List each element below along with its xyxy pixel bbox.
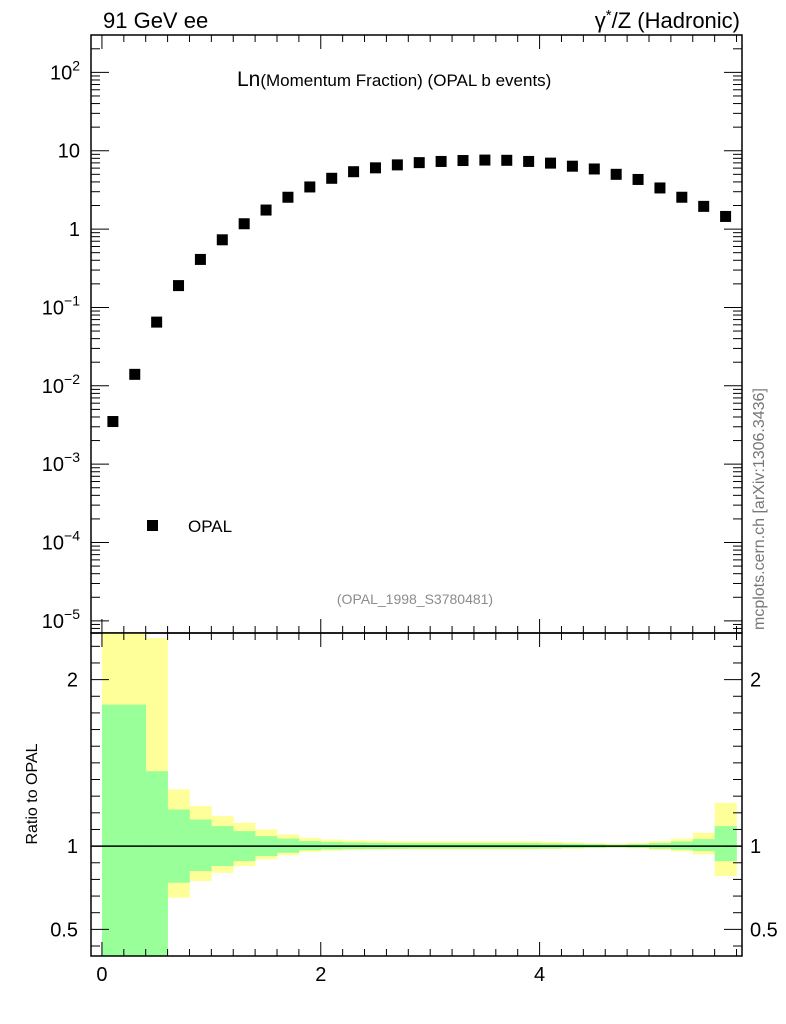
data-point <box>566 160 578 172</box>
ratio-band-inner <box>692 839 715 852</box>
data-point <box>413 157 425 169</box>
data-point <box>260 204 272 216</box>
ratio-x-tick-label: 0 <box>96 964 107 986</box>
ratio-panel-frame <box>90 632 743 957</box>
ratio-band-inner <box>145 771 168 956</box>
data-point <box>326 172 338 184</box>
data-point <box>479 154 491 166</box>
main-y-tick-label: 10 <box>58 141 80 163</box>
ratio-band-inner <box>101 704 147 956</box>
main-y-tick-label: 10−4 <box>42 528 80 555</box>
data-point <box>435 155 447 167</box>
main-y-tick-label: 10−3 <box>42 449 80 476</box>
data-point <box>391 159 403 171</box>
main-y-tick-label: 102 <box>50 57 80 84</box>
data-point <box>698 200 710 212</box>
analysis-annotation: (OPAL_1998_S3780481) <box>337 591 493 607</box>
main-y-tick-label: 10−1 <box>42 292 80 319</box>
data-point <box>173 280 185 292</box>
ratio-y-axis-label: Ratio to OPAL <box>24 743 41 844</box>
main-panel: Ln(Momentum Fraction) (OPAL b events) 10… <box>42 34 743 634</box>
data-point <box>545 157 557 169</box>
ratio-x-tick-label: 2 <box>315 964 326 986</box>
header-left-label: 91 GeV ee <box>103 8 208 33</box>
plot-title: Ln(Momentum Fraction) (OPAL b events) <box>237 68 551 91</box>
main-panel-frame <box>90 34 743 634</box>
ratio-band-inner <box>714 826 737 862</box>
ratio-y-tick-label: 0.5 <box>50 919 78 941</box>
main-y-tick-label: 1 <box>69 219 80 241</box>
data-point <box>676 191 688 203</box>
data-point <box>523 155 535 167</box>
data-point <box>216 234 228 246</box>
data-point <box>654 182 666 194</box>
legend-label: OPAL <box>188 517 232 536</box>
data-point <box>588 163 600 175</box>
main-y-tick-label: 10−2 <box>42 371 80 398</box>
data-point <box>632 173 644 185</box>
data-point <box>151 316 163 328</box>
data-series-opal <box>107 154 732 428</box>
ratio-y-tick-label-right: 0.5 <box>750 919 778 941</box>
data-point <box>720 210 732 222</box>
ratio-y-tick-label: 2 <box>67 670 78 692</box>
data-point <box>369 162 381 174</box>
data-point <box>238 218 250 230</box>
ratio-y-tick-label-right: 2 <box>750 670 761 692</box>
data-point <box>457 155 469 167</box>
legend-marker <box>147 520 158 531</box>
ratio-panel: 0.5 0.5 1 1 2 2 0 2 4 Ratio to OPAL <box>24 632 778 986</box>
data-point <box>304 181 316 193</box>
main-y-tick-label: 10−5 <box>42 606 80 633</box>
data-point <box>610 168 622 180</box>
data-point <box>194 253 206 265</box>
data-point <box>107 416 119 428</box>
ratio-y-tick-label-right: 1 <box>750 836 761 858</box>
ratio-x-tick-label: 4 <box>534 964 545 986</box>
ratio-band-inner <box>189 819 212 872</box>
data-point <box>129 368 141 380</box>
main-y-axis: 102 10 1 10−1 10−2 10−3 10−4 10−5 <box>42 34 742 634</box>
ratio-y-tick-label: 1 <box>67 836 78 858</box>
ratio-uncertainty-bands <box>101 633 737 956</box>
data-point <box>501 154 513 166</box>
data-point <box>348 166 360 178</box>
side-label: mcplots.cern.ch [arXiv:1306.3436] <box>751 388 768 630</box>
header-right-label: γ*/Z (Hadronic) <box>595 7 740 33</box>
data-point <box>282 191 294 203</box>
ratio-axes: 0.5 0.5 1 1 2 2 0 2 4 <box>50 633 778 986</box>
